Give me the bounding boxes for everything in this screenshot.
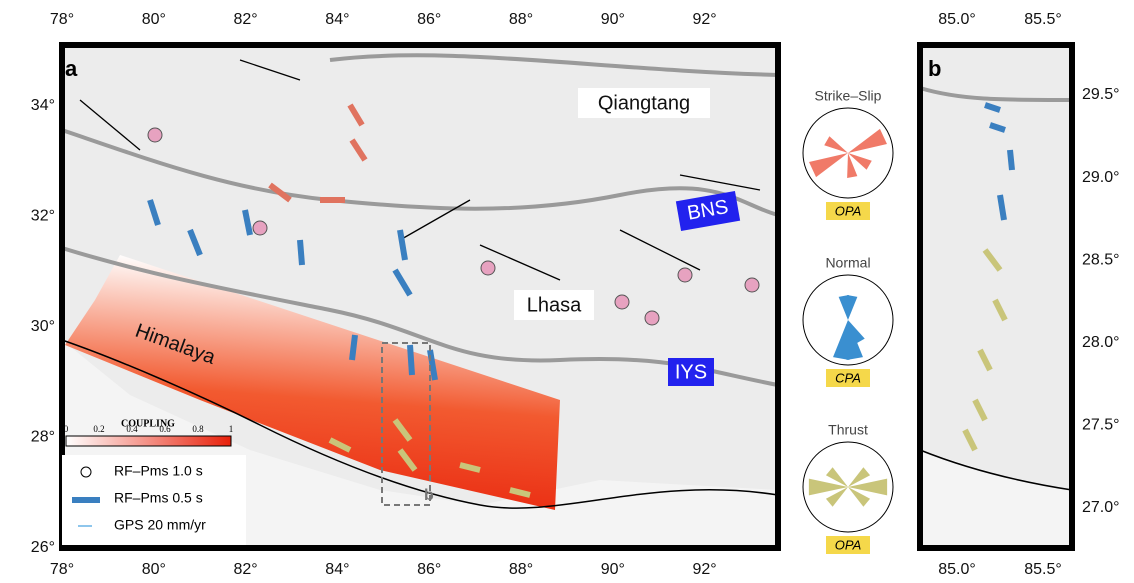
x-tick-label: 88° xyxy=(509,11,533,28)
x-tick-label: 78° xyxy=(50,11,74,28)
colorbar xyxy=(66,436,231,446)
x-tick-label: 90° xyxy=(601,11,625,28)
x-tick-label: 88° xyxy=(509,561,533,578)
y-tick-label: 29.0° xyxy=(1082,169,1120,186)
colorbar-tick: 0.4 xyxy=(126,424,138,434)
x-tick-label: 90° xyxy=(601,561,625,578)
x-tick-label: 92° xyxy=(692,11,716,28)
legend-label: RF–Pms 1.0 s xyxy=(114,463,203,479)
y-tick-label: 28.5° xyxy=(1082,251,1120,268)
region-label: IYS xyxy=(675,361,707,383)
x-tick-label: 84° xyxy=(325,11,349,28)
y-tick-label: 29.5° xyxy=(1082,86,1120,103)
colorbar-tick: 0 xyxy=(64,424,69,434)
x-tick-label: 82° xyxy=(233,11,257,28)
rose-label: OPA xyxy=(835,203,862,218)
x-tick-label: 85.5° xyxy=(1024,11,1062,28)
y-tick-label: 27.5° xyxy=(1082,417,1120,434)
y-tick-label: 30° xyxy=(31,318,55,335)
x-tick-label: 80° xyxy=(142,561,166,578)
x-tick-label: 85.0° xyxy=(938,11,976,28)
x-tick-label: 86° xyxy=(417,11,441,28)
legend-symbol xyxy=(81,467,91,477)
rose-label: CPA xyxy=(835,370,861,385)
rose-title: Strike–Slip xyxy=(815,88,882,104)
inset-label: b xyxy=(424,487,434,504)
y-tick-label: 26° xyxy=(31,539,55,556)
panel-label: b xyxy=(928,56,941,81)
rose-title: Normal xyxy=(825,255,870,271)
y-tick-label: 34° xyxy=(31,97,55,114)
x-tick-label: 92° xyxy=(692,561,716,578)
colorbar-tick: 1 xyxy=(229,424,234,434)
colorbar-tick: 0.6 xyxy=(159,424,171,434)
x-tick-label: 86° xyxy=(417,561,441,578)
x-tick-label: 85.5° xyxy=(1024,561,1062,578)
x-tick-label: 82° xyxy=(233,561,257,578)
region-label: Qiangtang xyxy=(598,92,690,114)
panel-label: a xyxy=(65,56,78,81)
colorbar-tick: 0.8 xyxy=(192,424,204,434)
legend-label: GPS 20 mm/yr xyxy=(114,517,206,533)
legend-label: RF–Pms 0.5 s xyxy=(114,490,203,506)
x-tick-label: 80° xyxy=(142,11,166,28)
x-tick-label: 85.0° xyxy=(938,561,976,578)
y-tick-label: 28.0° xyxy=(1082,334,1120,351)
y-tick-label: 27.0° xyxy=(1082,499,1120,516)
rose-label: OPA xyxy=(835,537,862,552)
y-tick-label: 32° xyxy=(31,208,55,225)
x-tick-label: 78° xyxy=(50,561,74,578)
region-label: Lhasa xyxy=(527,294,582,316)
y-tick-label: 28° xyxy=(31,429,55,446)
x-tick-label: 84° xyxy=(325,561,349,578)
rose-title: Thrust xyxy=(828,422,868,438)
colorbar-tick: 0.2 xyxy=(93,424,104,434)
figure: a Qiangtang Lhasa Himalaya BNS IYS b COU… xyxy=(0,0,1134,583)
